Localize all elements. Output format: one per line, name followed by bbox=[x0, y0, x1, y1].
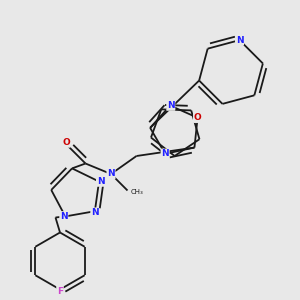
Text: N: N bbox=[167, 101, 175, 110]
Text: CH₃: CH₃ bbox=[131, 189, 144, 195]
Text: N: N bbox=[60, 212, 68, 221]
Text: F: F bbox=[57, 286, 63, 296]
Text: N: N bbox=[91, 208, 99, 217]
Text: N: N bbox=[107, 169, 115, 178]
Text: N: N bbox=[161, 149, 169, 158]
Text: O: O bbox=[194, 113, 202, 122]
Text: N: N bbox=[97, 177, 104, 186]
Text: N: N bbox=[236, 36, 243, 45]
Text: O: O bbox=[62, 138, 70, 147]
